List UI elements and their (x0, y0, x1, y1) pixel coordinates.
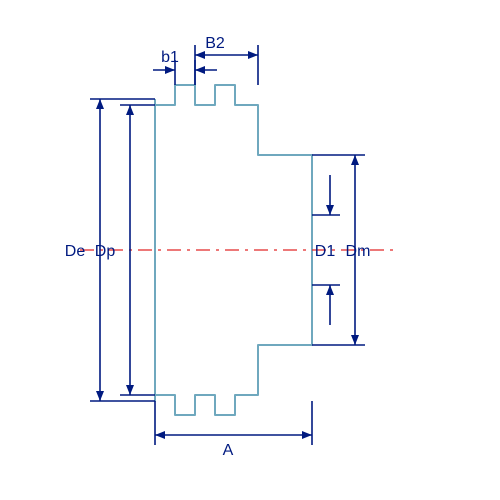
svg-text:A: A (223, 442, 234, 459)
svg-text:De: De (65, 243, 86, 260)
svg-text:D1: D1 (315, 243, 336, 260)
svg-text:b1: b1 (161, 49, 179, 66)
svg-text:B2: B2 (205, 35, 225, 52)
svg-text:Dp: Dp (95, 243, 116, 260)
svg-text:Dm: Dm (346, 243, 371, 260)
